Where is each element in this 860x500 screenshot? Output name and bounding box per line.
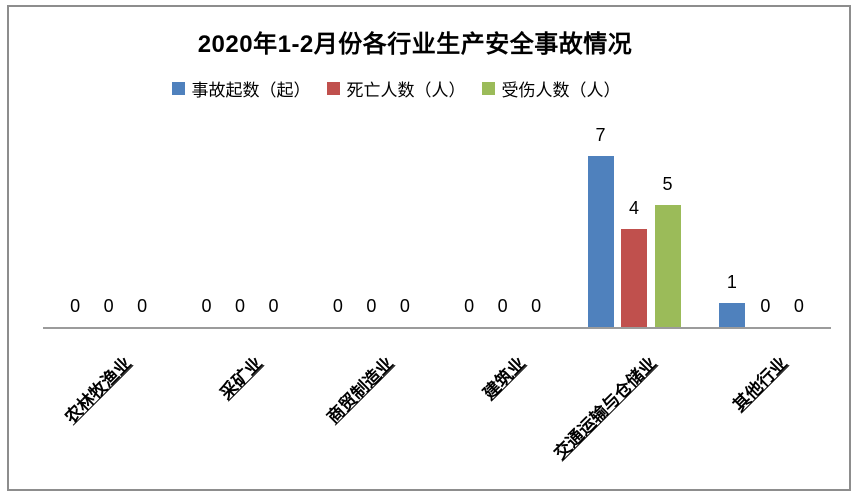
chart-title: 2020年1-2月份各行业生产安全事故情况 bbox=[197, 31, 633, 58]
data-label: 0 bbox=[366, 296, 377, 316]
data-label: 5 bbox=[662, 174, 673, 194]
bar bbox=[587, 156, 614, 327]
data-label: 0 bbox=[497, 296, 508, 316]
bar bbox=[621, 229, 647, 327]
legend-item-0: 事故起数（起） bbox=[171, 76, 311, 101]
data-label: 0 bbox=[464, 296, 475, 316]
category-label: 建筑业 bbox=[479, 353, 529, 404]
legend-label: 死亡人数（人） bbox=[346, 81, 466, 100]
category-label: 采矿业 bbox=[216, 353, 266, 404]
category-label: 商贸制造业 bbox=[323, 353, 398, 428]
legend-item-2: 受伤人数（人） bbox=[481, 76, 621, 101]
data-label: 7 bbox=[595, 125, 606, 145]
data-label: 4 bbox=[628, 198, 639, 218]
data-label: 0 bbox=[332, 296, 343, 316]
legend-item-1: 死亡人数（人） bbox=[326, 76, 466, 101]
bar bbox=[718, 303, 745, 327]
legend-label: 事故起数（起） bbox=[191, 81, 311, 100]
category-label: 交通运输与仓储业 bbox=[550, 353, 660, 464]
data-label: 0 bbox=[234, 296, 245, 316]
legend: 事故起数（起） 死亡人数（人） 受伤人数（人） bbox=[0, 76, 792, 101]
category-label: 其他行业 bbox=[729, 353, 792, 416]
data-label: 0 bbox=[201, 296, 212, 316]
legend-swatch-icon bbox=[481, 82, 495, 95]
category-label: 农林牧渔业 bbox=[61, 353, 135, 428]
chart-frame bbox=[7, 5, 851, 491]
data-label: 0 bbox=[399, 296, 410, 316]
bar bbox=[654, 205, 681, 327]
data-label: 0 bbox=[531, 296, 542, 316]
data-label: 0 bbox=[137, 296, 148, 316]
data-label: 0 bbox=[793, 296, 804, 316]
data-label: 0 bbox=[760, 296, 771, 316]
data-label: 0 bbox=[103, 296, 114, 316]
legend-swatch-icon bbox=[171, 82, 185, 95]
legend-label: 受伤人数（人） bbox=[501, 81, 621, 100]
data-label: 0 bbox=[268, 296, 279, 316]
legend-swatch-icon bbox=[326, 82, 340, 95]
data-label: 0 bbox=[70, 296, 81, 316]
data-label: 1 bbox=[726, 272, 737, 292]
x-axis-line bbox=[43, 327, 831, 329]
